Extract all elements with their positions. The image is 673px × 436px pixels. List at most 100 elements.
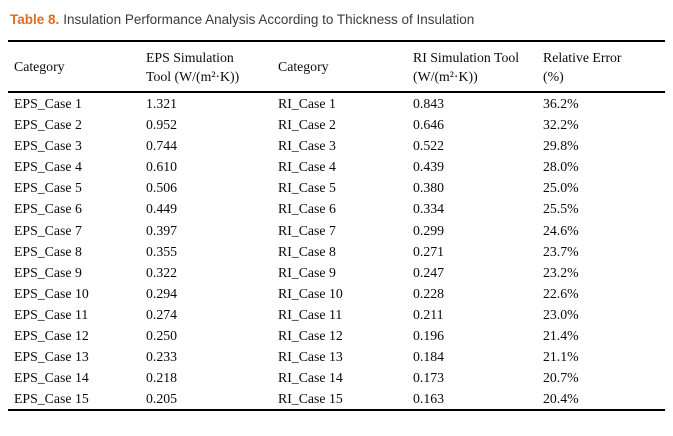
cell-ri-case: RI_Case 9 <box>278 264 336 280</box>
cell-relative-error: 21.4% <box>543 328 579 344</box>
cell-ri-case: RI_Case 2 <box>278 117 336 133</box>
cell-eps-case: EPS_Case 12 <box>14 328 89 344</box>
cell-ri-value: 0.334 <box>413 201 445 217</box>
cell-ri-value: 0.843 <box>413 96 445 111</box>
cell-ri-case: RI_Case 4 <box>278 159 336 175</box>
header-error-line2: (%) <box>543 68 564 84</box>
table-row: EPS_Case 7 0.397 RI_Case 7 0.299 24.6% <box>8 220 665 241</box>
cell-relative-error: 24.6% <box>543 222 579 238</box>
cell-ri-value: 0.299 <box>413 222 445 238</box>
cell-eps-case: EPS_Case 14 <box>14 370 89 386</box>
cell-ri-case: RI_Case 6 <box>278 201 336 217</box>
header-ri-line1: RI Simulation Tool <box>413 49 520 65</box>
table-row: EPS_Case 6 0.449 RI_Case 6 0.334 25.5% <box>8 198 665 219</box>
cell-ri-case: RI_Case 7 <box>278 222 336 238</box>
cell-ri-value: 0.439 <box>413 159 445 175</box>
table-row: EPS_Case 4 0.610 RI_Case 4 0.439 28.0% <box>8 156 665 177</box>
cell-ri-case: RI_Case 8 <box>278 243 336 259</box>
cell-ri-case: RI_Case 15 <box>278 391 343 407</box>
cell-ri-value: 0.228 <box>413 285 445 301</box>
header-eps-line1: EPS Simulation <box>146 49 234 65</box>
cell-eps-value: 0.952 <box>146 117 178 133</box>
cell-ri-case: RI_Case 3 <box>278 138 336 154</box>
table-row: EPS_Case 15 0.205 RI_Case 15 0.163 20.4% <box>8 388 665 410</box>
cell-ri-value: 0.271 <box>413 243 445 259</box>
cell-relative-error: 29.8% <box>543 138 579 154</box>
cell-eps-value: 0.322 <box>146 264 178 280</box>
cell-eps-case: EPS_Case 3 <box>14 138 82 154</box>
cell-relative-error: 22.6% <box>543 285 579 301</box>
header-category-eps: Category <box>8 41 140 93</box>
cell-eps-value: 0.218 <box>146 370 178 386</box>
header-row: Category EPS Simulation Tool (W/(m²·K)) … <box>8 41 665 93</box>
cell-ri-case: RI_Case 11 <box>278 306 343 322</box>
cell-eps-case: EPS_Case 8 <box>14 243 82 259</box>
cell-eps-case: EPS_Case 1 <box>14 96 82 111</box>
table-row: EPS_Case 9 0.322 RI_Case 9 0.247 23.2% <box>8 262 665 283</box>
table-body: EPS_Case 1 1.321 RI_Case 1 0.843 36.2% E… <box>8 92 665 410</box>
cell-ri-value: 0.646 <box>413 117 445 133</box>
cell-relative-error: 23.7% <box>543 243 579 259</box>
cell-relative-error: 20.7% <box>543 370 579 386</box>
cell-ri-case: RI_Case 13 <box>278 349 343 365</box>
cell-ri-value: 0.173 <box>413 370 445 386</box>
cell-eps-value: 0.744 <box>146 138 178 154</box>
insulation-performance-table: Category EPS Simulation Tool (W/(m²·K)) … <box>8 40 665 412</box>
header-eps-simulation-tool: EPS Simulation Tool (W/(m²·K)) <box>140 41 272 93</box>
table-row: EPS_Case 13 0.233 RI_Case 13 0.184 21.1% <box>8 346 665 367</box>
cell-relative-error: 32.2% <box>543 117 579 133</box>
cell-ri-case: RI_Case 5 <box>278 180 336 196</box>
cell-eps-value: 0.274 <box>146 306 178 322</box>
cell-eps-value: 0.449 <box>146 201 178 217</box>
table-row: EPS_Case 11 0.274 RI_Case 11 0.211 23.0% <box>8 304 665 325</box>
cell-eps-value: 0.397 <box>146 222 178 238</box>
cell-ri-case: RI_Case 10 <box>278 285 343 301</box>
table-caption: Table 8. Insulation Performance Analysis … <box>10 11 474 29</box>
header-eps-line2: Tool (W/(m²·K)) <box>146 68 240 84</box>
cell-eps-value: 0.250 <box>146 328 178 344</box>
table-row: EPS_Case 5 0.506 RI_Case 5 0.380 25.0% <box>8 177 665 198</box>
cell-eps-value: 0.294 <box>146 285 178 301</box>
cell-ri-value: 0.380 <box>413 180 445 196</box>
table-header: Category EPS Simulation Tool (W/(m²·K)) … <box>8 41 665 93</box>
cell-eps-case: EPS_Case 10 <box>14 285 89 301</box>
cell-eps-case: EPS_Case 15 <box>14 391 89 407</box>
cell-ri-case: RI_Case 1 <box>278 96 336 111</box>
cell-ri-value: 0.163 <box>413 391 445 407</box>
cell-eps-case: EPS_Case 2 <box>14 117 82 133</box>
cell-eps-value: 0.355 <box>146 243 178 259</box>
cell-eps-case: EPS_Case 7 <box>14 222 82 238</box>
cell-eps-value: 0.233 <box>146 349 178 365</box>
table-caption-text: Insulation Performance Analysis Accordin… <box>63 12 475 27</box>
cell-eps-value: 0.506 <box>146 180 178 196</box>
cell-relative-error: 21.1% <box>543 349 579 365</box>
cell-ri-value: 0.247 <box>413 264 445 280</box>
cell-ri-case: RI_Case 12 <box>278 328 343 344</box>
table-row: EPS_Case 3 0.744 RI_Case 3 0.522 29.8% <box>8 135 665 156</box>
cell-eps-case: EPS_Case 11 <box>14 306 89 322</box>
cell-eps-value: 0.205 <box>146 391 178 407</box>
cell-ri-value: 0.211 <box>413 306 444 322</box>
header-ri-simulation-tool: RI Simulation Tool (W/(m²·K)) <box>407 41 537 93</box>
cell-ri-case: RI_Case 14 <box>278 370 343 386</box>
cell-eps-value: 0.610 <box>146 159 178 175</box>
header-relative-error: Relative Error (%) <box>537 41 665 93</box>
table-row: EPS_Case 1 1.321 RI_Case 1 0.843 36.2% <box>8 92 665 114</box>
cell-relative-error: 25.5% <box>543 201 579 217</box>
cell-relative-error: 28.0% <box>543 159 579 175</box>
table-caption-label: Table 8. <box>10 12 60 27</box>
header-ri-line2: (W/(m²·K)) <box>413 68 478 84</box>
cell-ri-value: 0.184 <box>413 349 445 365</box>
cell-relative-error: 23.0% <box>543 306 579 322</box>
cell-relative-error: 25.0% <box>543 180 579 196</box>
cell-eps-case: EPS_Case 4 <box>14 159 82 175</box>
cell-ri-value: 0.522 <box>413 138 445 154</box>
table-row: EPS_Case 14 0.218 RI_Case 14 0.173 20.7% <box>8 367 665 388</box>
cell-eps-value: 1.321 <box>146 96 178 111</box>
table-row: EPS_Case 12 0.250 RI_Case 12 0.196 21.4% <box>8 325 665 346</box>
cell-relative-error: 36.2% <box>543 96 579 111</box>
cell-eps-case: EPS_Case 13 <box>14 349 89 365</box>
header-category-eps-label: Category <box>14 59 65 74</box>
cell-eps-case: EPS_Case 6 <box>14 201 82 217</box>
